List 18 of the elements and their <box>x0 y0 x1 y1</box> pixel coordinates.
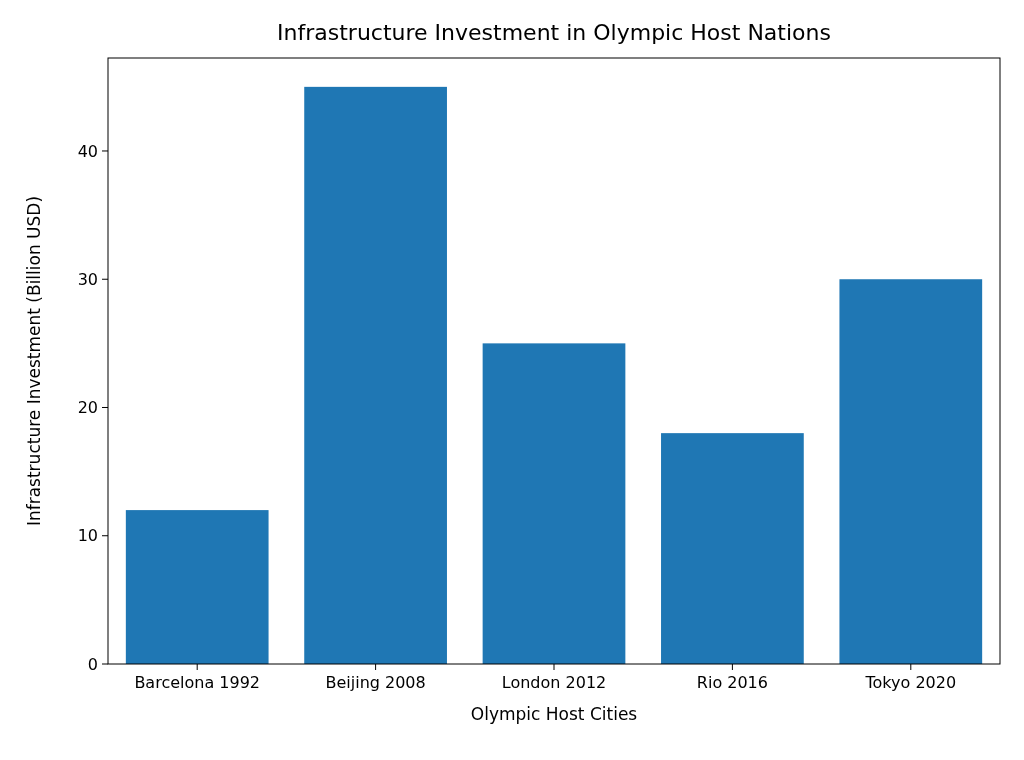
x-tick-label: Beijing 2008 <box>325 673 426 692</box>
y-tick-label: 0 <box>87 654 98 674</box>
x-tick-label: Tokyo 2020 <box>864 673 957 692</box>
bar <box>839 279 983 664</box>
y-tick-label: 30 <box>77 269 98 289</box>
bar <box>482 343 626 664</box>
bar <box>661 433 804 664</box>
x-axis-title: Olympic Host Cities <box>470 704 638 724</box>
chart-title: Infrastructure Investment in Olympic Host Nations <box>277 20 831 45</box>
bar <box>125 510 269 664</box>
y-tick-label: 40 <box>77 141 98 161</box>
y-tick-label: 20 <box>77 398 98 418</box>
x-tick-label: London 2012 <box>501 673 607 692</box>
y-axis-title: Infrastructure Investment (Billion USD) <box>24 195 44 527</box>
x-tick-label: Barcelona 1992 <box>134 673 261 692</box>
bar <box>304 86 447 664</box>
y-tick-label: 10 <box>77 526 98 546</box>
x-tick-label: Rio 2016 <box>696 673 768 692</box>
